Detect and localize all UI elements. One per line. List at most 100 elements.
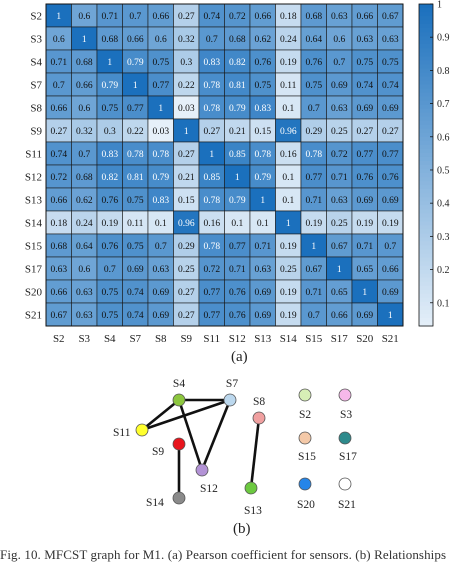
heatmap-cell-label: 0.79 <box>229 104 246 114</box>
graph-node <box>195 463 209 477</box>
heatmap-cell-label: 0.76 <box>229 311 246 321</box>
heatmap-cell-label: 0.19 <box>280 311 297 321</box>
heatmap-cell-label: 1 <box>362 288 367 298</box>
heatmap-cell-label: 0.19 <box>356 219 373 229</box>
colorbar-segment <box>419 169 433 174</box>
colorbar-segment <box>419 241 433 247</box>
heatmap-cell-label: 0.18 <box>50 219 67 229</box>
colorbar-segment <box>419 309 433 315</box>
heatmap-cell-label: 1 <box>388 311 393 321</box>
colorbar-segment <box>419 261 433 267</box>
heatmap-cell-label: 0.72 <box>331 150 348 160</box>
heatmap-cell-label: 0.75 <box>382 58 399 68</box>
heatmap-cell-label: 0.77 <box>382 150 399 160</box>
heatmap-cell-label: 0.66 <box>152 12 169 22</box>
heatmap-cell-label: 0.69 <box>356 104 373 114</box>
heatmap-cell-label: 0.62 <box>254 35 271 45</box>
heatmap-cell-label: 0.78 <box>203 81 220 91</box>
heatmap-cell-label: 0.72 <box>203 265 220 275</box>
heatmap-cell-label: 0.69 <box>382 196 399 206</box>
graph-node <box>298 477 312 491</box>
heatmap-cell-label: 0.82 <box>101 173 118 183</box>
colorbar-segment <box>419 28 433 33</box>
colorbar-segment <box>419 8 433 13</box>
column-tick-label: S9 <box>180 333 192 345</box>
colorbar-segment <box>419 225 433 230</box>
heatmap-cell-label: 0.3 <box>104 127 116 137</box>
heatmap-cell-label: 0.76 <box>382 173 399 183</box>
heatmap-cell-label: 0.27 <box>178 12 195 22</box>
heatmap-cell-label: 0.67 <box>50 311 67 321</box>
row-tick-label: S7 <box>30 80 42 92</box>
heatmap-cell-label: 0.74 <box>203 12 220 22</box>
heatmap-cell-label: 0.24 <box>76 219 93 229</box>
colorbar-segment <box>419 12 433 17</box>
heatmap-cell-label: 0.63 <box>331 12 348 22</box>
heatmap-cell-label: 1 <box>209 150 214 160</box>
heatmap-cell-label: 0.69 <box>254 311 271 321</box>
heatmap-cell-label: 0.15 <box>254 127 271 137</box>
graph-node <box>172 437 186 451</box>
graph-node <box>135 423 149 437</box>
heatmap-cell-label: 0.83 <box>152 196 169 206</box>
heatmap-cell-label: 0.03 <box>178 104 195 114</box>
heatmap-cell-label: 0.75 <box>254 81 271 91</box>
heatmap-cell-label: 0.78 <box>203 196 220 206</box>
colorbar-segment <box>419 265 433 271</box>
graph-node <box>338 431 352 445</box>
row-tick-label: S13 <box>25 195 43 207</box>
colorbar-segment <box>419 181 433 186</box>
heatmap-cell-label: 0.72 <box>50 173 67 183</box>
heatmap-cell-label: 0.78 <box>152 150 169 160</box>
colorbar-segment <box>419 148 433 154</box>
heatmap-cell-label: 0.81 <box>127 173 144 183</box>
heatmap-cell-label: 0.7 <box>129 12 141 22</box>
heatmap-cell-label: 0.71 <box>229 265 246 275</box>
heatmap-cell-label: 0.63 <box>331 104 348 114</box>
heatmap-cell-label: 0.6 <box>333 35 345 45</box>
heatmap-cell-label: 0.63 <box>382 35 399 45</box>
heatmap-cell-label: 0.69 <box>331 81 348 91</box>
heatmap-cell-label: 0.71 <box>356 242 373 252</box>
heatmap-cell-label: 0.3 <box>180 58 192 68</box>
heatmap-cell-label: 0.6 <box>78 12 90 22</box>
colorbar-segment <box>419 297 433 303</box>
heatmap-cell-label: 0.21 <box>229 127 246 137</box>
heatmap-cell-label: 0.7 <box>308 104 320 114</box>
heatmap-cell-label: 0.69 <box>127 265 144 275</box>
heatmap-cell-label: 0.75 <box>127 196 144 206</box>
heatmap-cell-label: 0.71 <box>254 242 271 252</box>
row-tick-label: S15 <box>25 241 43 253</box>
heatmap-cell-label: 0.76 <box>229 288 246 298</box>
colorbar-segment <box>419 4 433 9</box>
heatmap-cell-label: 0.79 <box>254 173 271 183</box>
heatmap-cell-label: 1 <box>184 127 189 137</box>
heatmap-cell-label: 1 <box>158 104 163 114</box>
column-tick-label: S20 <box>356 333 374 345</box>
heatmap-cell-label: 0.68 <box>229 35 246 45</box>
colorbar-segment <box>419 16 433 21</box>
graph-node <box>298 431 312 445</box>
heatmap-cell-label: 0.68 <box>50 242 67 252</box>
graph-node-label: S3 <box>340 409 352 421</box>
row-tick-label: S11 <box>25 149 42 161</box>
colorbar-tick-label: 0.2 <box>437 265 450 276</box>
heatmap-cell-label: 0.63 <box>356 35 373 45</box>
heatmap-cell-label: 0.1 <box>257 219 269 229</box>
heatmap-cell-label: 0.77 <box>305 173 322 183</box>
heatmap-cell-label: 0.21 <box>178 173 195 183</box>
heatmap-cell-label: 0.27 <box>50 127 67 137</box>
heatmap-cell-label: 0.19 <box>280 288 297 298</box>
heatmap-cell-label: 0.74 <box>356 81 373 91</box>
heatmap-cell-label: 0.75 <box>127 242 144 252</box>
heatmap-cell-label: 0.7 <box>308 311 320 321</box>
colorbar-segment <box>419 213 433 218</box>
column-tick-label: S21 <box>382 333 399 345</box>
graph-node-label: S15 <box>298 451 316 463</box>
heatmap-cell-label: 0.69 <box>382 104 399 114</box>
column-tick-label: S12 <box>229 333 246 345</box>
heatmap-cell-label: 0.71 <box>305 288 322 298</box>
heatmap-cell-label: 0.27 <box>203 127 220 137</box>
graph-node-label: S21 <box>338 499 356 511</box>
colorbar-segment <box>419 273 433 279</box>
